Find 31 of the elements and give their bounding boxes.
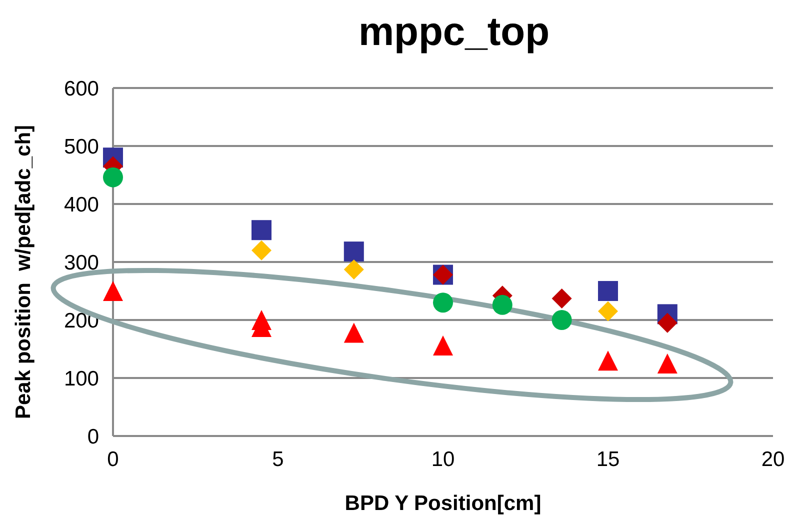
y-tick-label: 0: [87, 425, 99, 448]
point: [103, 281, 123, 301]
point: [344, 260, 364, 280]
point: [433, 292, 453, 313]
point: [598, 281, 618, 301]
x-tick-label: 10: [431, 448, 455, 471]
x-axis-title: BPD Y Position[cm]: [344, 492, 542, 515]
x-tick-label: 20: [761, 448, 785, 471]
x-tick-label: 15: [596, 448, 620, 471]
point: [492, 294, 512, 315]
point: [433, 336, 453, 356]
point: [598, 301, 618, 322]
point: [344, 242, 364, 262]
y-tick-label: 600: [64, 77, 99, 100]
point: [657, 312, 678, 333]
point: [344, 322, 364, 343]
y-tick-label: 400: [64, 193, 99, 216]
x-tick-label: 0: [107, 448, 119, 471]
point: [598, 350, 618, 371]
y-tick-label: 100: [64, 367, 99, 390]
point: [252, 220, 272, 240]
y-tick-label: 300: [64, 251, 99, 274]
chart-title: mppc_top: [358, 10, 550, 54]
point: [552, 288, 572, 309]
point: [657, 354, 678, 374]
point: [252, 240, 272, 260]
y-tick-label: 500: [64, 135, 99, 158]
x-tick-label: 5: [272, 448, 284, 471]
y-axis-title: Peak position w/ped[adc_ch]: [12, 124, 35, 420]
point: [552, 310, 572, 330]
point: [103, 167, 123, 188]
